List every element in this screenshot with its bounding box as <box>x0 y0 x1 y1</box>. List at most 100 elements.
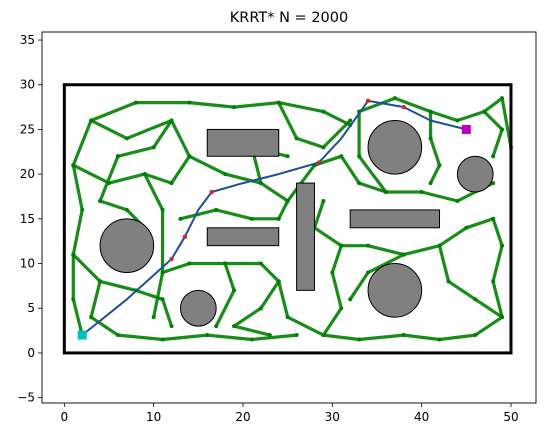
tree-node <box>339 306 344 311</box>
tree-node <box>500 96 505 101</box>
x-tick-label: 20 <box>235 410 250 424</box>
tree-node <box>160 297 165 302</box>
tree-edge <box>98 279 174 328</box>
tree-node <box>115 154 120 159</box>
tree-node <box>357 181 362 186</box>
tree-node <box>464 225 469 230</box>
tree-node <box>321 333 326 338</box>
tree-node <box>401 333 406 338</box>
tree-node <box>89 118 94 123</box>
chart-title: KRRT* N = 2000 <box>230 10 348 26</box>
tree-node <box>339 154 344 159</box>
tree-node <box>169 118 174 123</box>
tree-node <box>348 297 353 302</box>
path-node <box>182 234 188 239</box>
tree-node <box>339 243 344 248</box>
obstacle-circle <box>367 263 423 318</box>
tree-node <box>500 315 505 320</box>
tree-node <box>348 118 353 123</box>
goal-marker <box>461 124 471 134</box>
obstacle-circle <box>179 289 217 327</box>
tree-node <box>366 243 371 248</box>
tree-node <box>491 154 496 159</box>
path-layer <box>81 98 467 336</box>
boundary-layer <box>62 83 513 355</box>
tree-node <box>428 136 433 141</box>
tree-node <box>169 324 174 329</box>
tree-node <box>267 333 272 338</box>
path-node <box>316 160 322 165</box>
y-axis: −5 0 5 10 15 20 25 30 35 <box>17 33 42 405</box>
tree-node <box>294 333 299 338</box>
tree-edge <box>89 118 191 185</box>
tree-node <box>446 279 451 284</box>
tree-node <box>133 100 138 105</box>
y-tick-label: −5 <box>17 391 35 405</box>
x-tick-label: 10 <box>146 410 161 424</box>
tree-edge <box>161 261 281 337</box>
tree-node <box>142 172 147 177</box>
tree-edge <box>178 154 290 221</box>
tree-node <box>205 333 210 338</box>
obstacle-rect <box>349 209 441 229</box>
tree-node <box>455 198 460 203</box>
x-tick-label: 30 <box>325 410 340 424</box>
tree-node <box>80 207 85 212</box>
tree-node <box>258 261 263 266</box>
tree-node <box>419 190 424 195</box>
x-tick-label: 40 <box>414 410 429 424</box>
axes-frame <box>41 31 537 404</box>
plot-area <box>42 32 536 403</box>
tree-node <box>491 216 496 221</box>
y-tick-label: 20 <box>20 167 35 181</box>
tree-node <box>160 337 165 342</box>
tree-node <box>214 207 219 212</box>
tree-node <box>258 181 263 186</box>
obstacle-rect <box>296 182 315 291</box>
tree-node <box>160 270 165 275</box>
tree-node <box>124 207 129 212</box>
tree-node <box>115 333 120 338</box>
tree-edge <box>429 109 442 185</box>
tree-node <box>285 198 290 203</box>
workspace-boundary <box>62 83 513 355</box>
obstacle-circle <box>456 155 494 193</box>
tree-node <box>71 252 76 257</box>
y-tick-label: 35 <box>20 33 35 47</box>
tree-node <box>187 261 192 266</box>
tree-node <box>169 181 174 186</box>
tree-node <box>428 109 433 114</box>
solution-path <box>81 99 467 336</box>
tree-node <box>124 136 129 141</box>
obstacle-layer <box>99 120 494 327</box>
y-tick-label: 0 <box>27 346 35 360</box>
tree-node <box>455 118 460 123</box>
path-node <box>365 98 371 104</box>
tree-node <box>178 216 183 221</box>
tree-node <box>249 337 254 342</box>
tree-node <box>491 181 496 186</box>
obstacle-circle <box>367 120 423 175</box>
tree-node <box>187 100 192 105</box>
tree-node <box>258 306 263 311</box>
tree-node <box>482 109 487 114</box>
tree-node <box>437 243 442 248</box>
obstacle-rect <box>206 128 280 157</box>
tree-edge <box>71 163 165 319</box>
tree-node <box>98 279 103 284</box>
tree-node <box>401 252 406 257</box>
tree-node <box>232 324 237 329</box>
tree-edge <box>277 100 352 149</box>
tree-node <box>285 315 290 320</box>
tree-node <box>330 270 335 275</box>
tree-node <box>249 216 254 221</box>
tree-node <box>276 279 281 284</box>
start-marker <box>77 330 87 340</box>
tree-node <box>321 145 326 150</box>
tree-node <box>223 261 228 266</box>
tree-node <box>187 154 192 159</box>
tree-node <box>232 105 237 110</box>
tree-node <box>366 270 371 275</box>
x-tick-label: 0 <box>61 410 69 424</box>
